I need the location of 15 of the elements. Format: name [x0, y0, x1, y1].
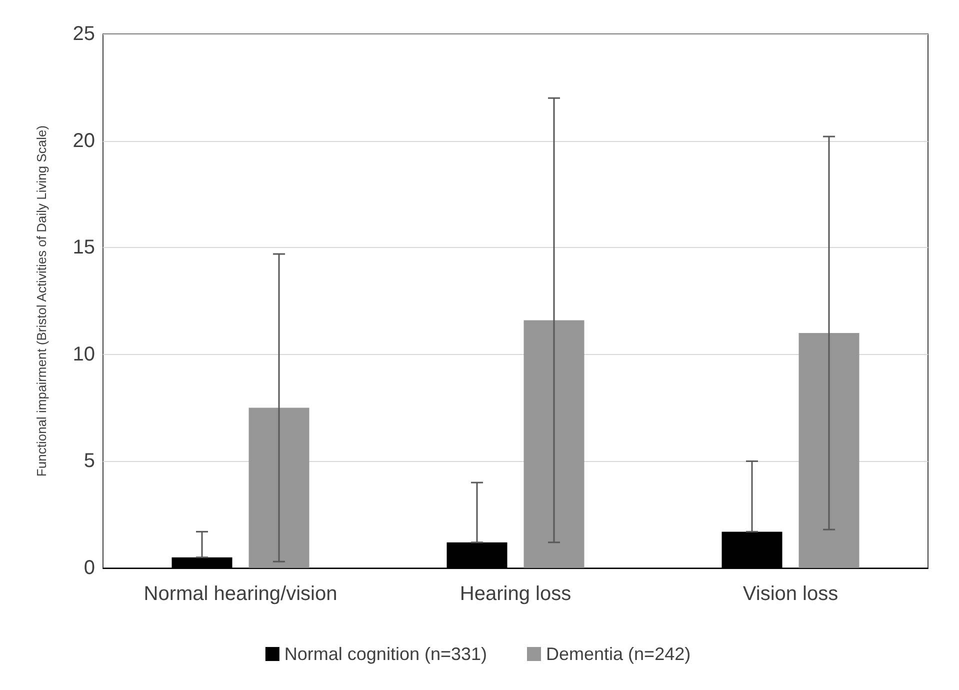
y-tick-label: 20	[72, 130, 95, 152]
legend-label: Normal cognition (n=331)	[284, 644, 488, 664]
x-tick-label: Normal hearing/vision	[144, 583, 338, 605]
y-tick-label: 10	[72, 343, 95, 366]
y-tick-label: 5	[84, 450, 95, 472]
bar	[248, 408, 310, 568]
y-tick-label: 0	[84, 557, 95, 579]
x-tick-label: Vision loss	[742, 583, 838, 605]
y-tick-label: 25	[72, 23, 95, 45]
x-tick-label: Hearing loss	[460, 583, 572, 605]
y-tick-label: 15	[72, 236, 95, 259]
y-axis-title: Functional impairment (Bristol Activities of Daily Living Scale)	[34, 125, 49, 477]
bar	[524, 320, 584, 568]
bar	[798, 333, 860, 568]
legend-label: Dementia (n=242)	[546, 644, 691, 664]
